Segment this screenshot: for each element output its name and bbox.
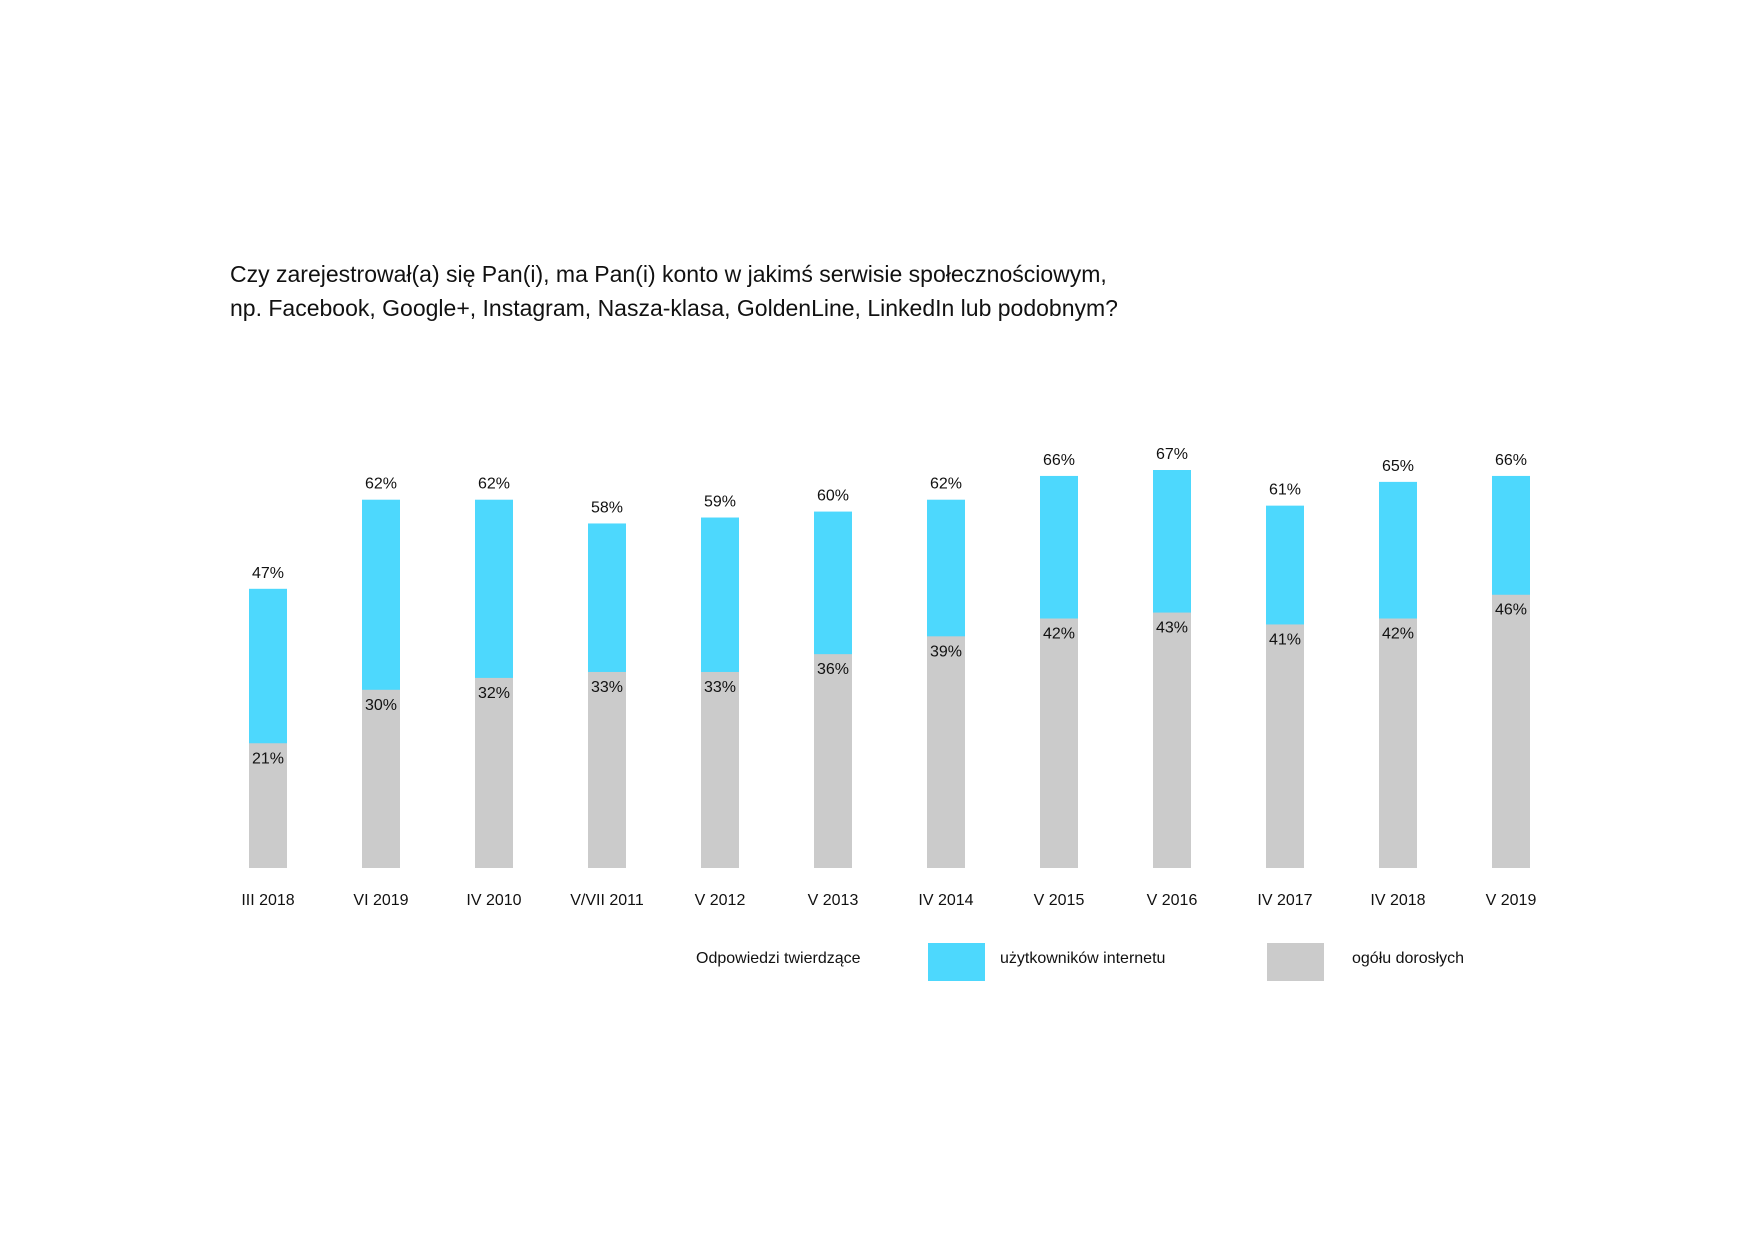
x-tick-label: V 2012 <box>695 892 746 909</box>
x-tick-label: IV 2010 <box>466 892 521 909</box>
legend-swatch-all-adults <box>1267 943 1324 981</box>
data-label-internet-users: 66% <box>1043 452 1075 469</box>
data-label-all-adults: 42% <box>1043 626 1075 643</box>
data-label-internet-users: 62% <box>478 476 510 493</box>
data-label-all-adults: 36% <box>817 661 849 678</box>
data-label-internet-users: 67% <box>1156 446 1188 463</box>
x-tick-label: V 2016 <box>1147 892 1198 909</box>
data-label-all-adults: 33% <box>704 679 736 696</box>
bar-all-adults <box>588 671 626 868</box>
data-label-all-adults: 32% <box>478 685 510 702</box>
data-label-internet-users: 47% <box>252 565 284 582</box>
data-label-all-adults: 46% <box>1495 602 1527 619</box>
legend-label-all-adults: ogółu dorosłych <box>1352 950 1465 967</box>
bar-all-adults <box>475 677 513 868</box>
x-tick-label: V 2013 <box>808 892 859 909</box>
bar-all-adults <box>362 689 400 868</box>
bar-all-adults <box>249 743 287 868</box>
data-label-internet-users: 65% <box>1382 458 1414 475</box>
chart-title-line-2: np. Facebook, Google+, Instagram, Nasza-… <box>230 295 1118 321</box>
bar-all-adults <box>1379 618 1417 868</box>
data-label-internet-users: 66% <box>1495 452 1527 469</box>
data-label-internet-users: 59% <box>704 494 736 511</box>
data-label-all-adults: 21% <box>252 750 284 767</box>
data-label-all-adults: 39% <box>930 643 962 660</box>
data-label-internet-users: 62% <box>365 476 397 493</box>
x-tick-label: IV 2018 <box>1370 892 1425 909</box>
data-label-internet-users: 60% <box>817 488 849 505</box>
x-tick-label: V/VII 2011 <box>570 892 644 909</box>
x-tick-label: IV 2017 <box>1257 892 1312 909</box>
bar-all-adults <box>1153 612 1191 868</box>
x-tick-label: V 2019 <box>1486 892 1537 909</box>
data-label-all-adults: 30% <box>365 697 397 714</box>
legend-title: Odpowiedzi twierdzące <box>696 950 861 967</box>
chart-title: Czy zarejestrował(a) się Pan(i), ma Pan(… <box>230 257 1118 325</box>
legend-label-internet-users: użytkowników internetu <box>1000 950 1166 967</box>
data-label-internet-users: 58% <box>591 499 623 516</box>
chart-title-line-1: Czy zarejestrował(a) się Pan(i), ma Pan(… <box>230 261 1107 287</box>
data-label-all-adults: 41% <box>1269 631 1301 648</box>
legend-swatch-internet-users <box>928 943 985 981</box>
data-label-all-adults: 42% <box>1382 626 1414 643</box>
data-label-all-adults: 33% <box>591 679 623 696</box>
bar-all-adults <box>1492 594 1530 868</box>
data-label-internet-users: 61% <box>1269 482 1301 499</box>
x-tick-label: IV 2014 <box>918 892 973 909</box>
bar-all-adults <box>1040 618 1078 868</box>
bar-all-adults <box>814 654 852 868</box>
bar-all-adults <box>701 671 739 868</box>
x-tick-label: V 2015 <box>1034 892 1085 909</box>
x-tick-label: III 2018 <box>241 892 294 909</box>
bar-all-adults <box>1266 624 1304 868</box>
data-label-all-adults: 43% <box>1156 620 1188 637</box>
data-label-internet-users: 62% <box>930 476 962 493</box>
x-tick-label: VI 2019 <box>353 892 408 909</box>
bar-all-adults <box>927 636 965 868</box>
